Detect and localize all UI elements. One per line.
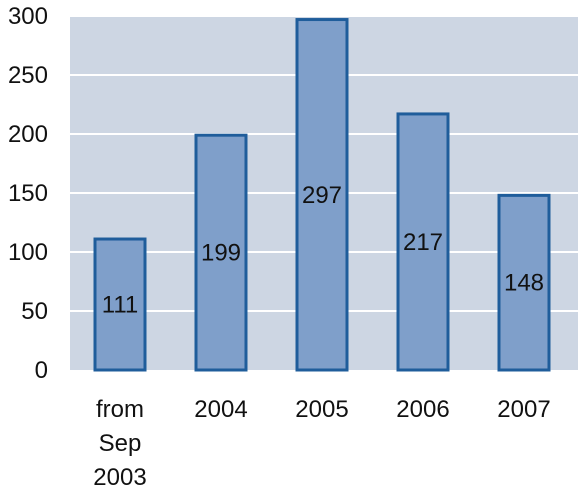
- bar-value-label: 297: [302, 182, 342, 209]
- y-tick-label: 50: [21, 298, 48, 325]
- x-tick-label: 2007: [497, 396, 550, 423]
- data-labels-group: 111 199 297 217 148: [102, 182, 544, 319]
- x-tick-label-line: 2007: [497, 396, 550, 423]
- bar-value-label: 217: [403, 229, 443, 256]
- x-tick-label: from Sep 2003: [93, 396, 146, 491]
- bars-group: [93, 18, 551, 372]
- bar-value-label: 199: [201, 240, 241, 267]
- x-axis-tick-labels: from Sep 2003 2004 2005 2006 2007: [93, 396, 550, 491]
- bar-value-label: 148: [504, 270, 544, 297]
- x-tick-label-line: from: [96, 396, 144, 423]
- bar-1: [194, 133, 248, 372]
- x-tick-label-line: 2003: [93, 464, 146, 491]
- bar-2: [295, 18, 349, 372]
- x-tick-label-line: 2004: [194, 396, 247, 423]
- y-tick-label: 250: [8, 62, 48, 89]
- x-tick-label: 2004: [194, 396, 247, 423]
- x-tick-label: 2005: [295, 396, 348, 423]
- x-tick-label-line: 2005: [295, 396, 348, 423]
- x-tick-label: 2006: [396, 396, 449, 423]
- bar-value-label: 111: [102, 292, 138, 319]
- y-axis-tick-labels: 0 50 100 150 200 250 300: [8, 3, 48, 384]
- bar-4: [497, 193, 551, 372]
- y-tick-label: 150: [8, 180, 48, 207]
- y-tick-label: 300: [8, 3, 48, 30]
- bar-3: [396, 112, 450, 372]
- y-tick-label: 200: [8, 121, 48, 148]
- y-tick-label: 100: [8, 239, 48, 266]
- x-tick-label-line: 2006: [396, 396, 449, 423]
- y-tick-label: 0: [35, 357, 48, 384]
- x-tick-label-line: Sep: [99, 430, 142, 457]
- bar-0: [93, 237, 147, 372]
